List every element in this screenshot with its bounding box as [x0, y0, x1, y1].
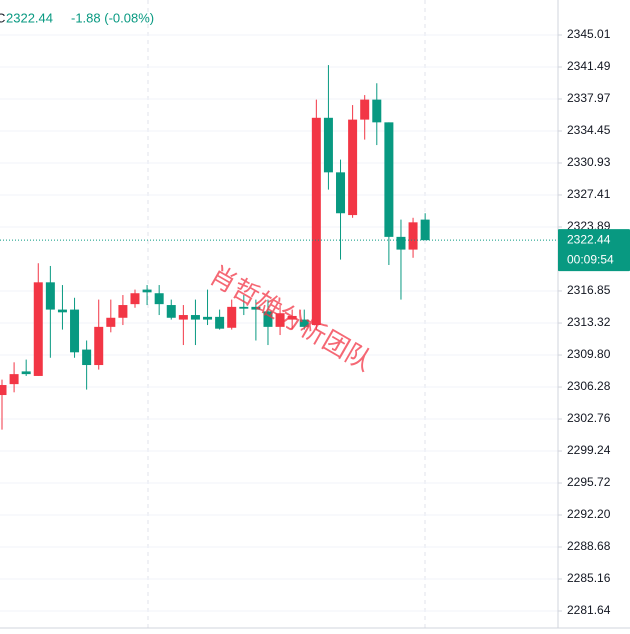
candle-body — [45, 282, 55, 310]
header-prefix: C — [0, 10, 5, 25]
candle-body — [9, 374, 19, 385]
candle-body — [336, 172, 346, 214]
candle-body — [396, 236, 406, 250]
candle-body — [263, 311, 273, 327]
y-tick-label: 2302.76 — [567, 411, 611, 425]
y-tick-label: 2345.01 — [567, 27, 611, 41]
y-tick-label: 2292.20 — [567, 507, 611, 521]
candle-body — [190, 315, 200, 320]
y-tick-label: 2334.45 — [567, 123, 611, 137]
candle-body — [142, 289, 152, 293]
y-tick-label: 2341.49 — [567, 59, 611, 73]
y-tick-label: 2330.93 — [567, 155, 611, 169]
candle-body — [118, 305, 128, 318]
candle-body — [275, 313, 285, 327]
candle-body — [215, 316, 225, 329]
candle-body — [372, 99, 382, 123]
y-tick-label: 2306.28 — [567, 379, 611, 393]
candle-body — [239, 306, 249, 309]
candle-body — [251, 306, 261, 310]
countdown-label: 00:09:54 — [567, 252, 614, 266]
candle-body — [203, 316, 213, 320]
y-tick-label: 2285.16 — [567, 571, 611, 585]
candle-body — [57, 309, 67, 313]
candle-body — [384, 122, 394, 237]
candle-body — [33, 282, 43, 376]
y-tick-label: 2299.24 — [567, 443, 611, 457]
candle-body — [360, 99, 370, 120]
y-tick-label: 2337.97 — [567, 91, 611, 105]
candle-body — [408, 222, 418, 250]
header-change: -1.88 (-0.08%) — [71, 10, 154, 25]
candle-body — [348, 119, 358, 216]
candle-body — [82, 349, 92, 366]
candle-body — [0, 385, 7, 396]
candle-body — [287, 315, 297, 320]
candle-body — [94, 326, 104, 366]
price-label: 2322.44 — [567, 232, 611, 246]
y-tick-label: 2288.68 — [567, 539, 611, 553]
y-tick-label: 2327.41 — [567, 187, 611, 201]
plot — [0, 34, 558, 612]
header-close: 2322.44 — [6, 10, 53, 25]
price-label-box — [558, 229, 630, 272]
y-tick-label: 2316.85 — [567, 283, 611, 297]
candle-body — [154, 293, 164, 305]
candle-body — [227, 306, 237, 328]
y-tick-label: 2281.64 — [567, 603, 611, 617]
candle-body — [178, 315, 188, 320]
candle-body — [130, 293, 140, 305]
candle-body — [420, 219, 430, 241]
y-tick-label: 2309.80 — [567, 347, 611, 361]
candle-body — [106, 317, 116, 327]
candle-body — [311, 117, 321, 326]
y-tick-label: 2313.32 — [567, 315, 611, 329]
candle-body — [299, 319, 309, 327]
candle-body — [166, 305, 176, 318]
y-tick-label: 2295.72 — [567, 475, 611, 489]
candle-body — [323, 117, 333, 173]
candle-body — [70, 309, 80, 353]
candle-body — [21, 371, 31, 375]
